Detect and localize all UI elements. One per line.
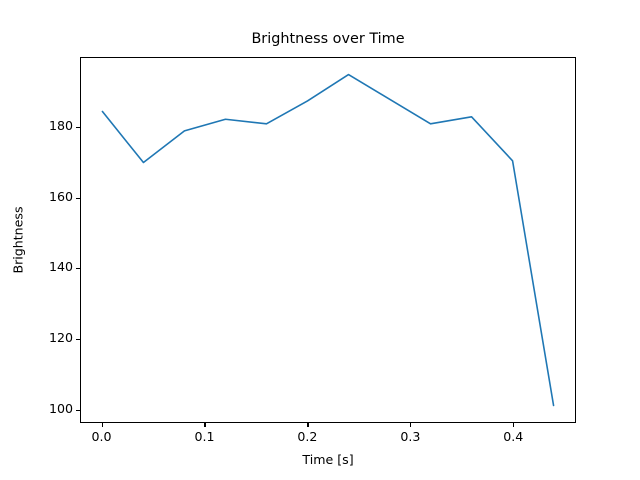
x-axis-label: Time [s]	[302, 452, 354, 467]
y-tick-label: 180	[48, 117, 73, 133]
plot-area	[80, 57, 576, 423]
line-series-brightness	[101, 73, 555, 407]
y-axis-label: Brightness	[10, 206, 26, 274]
y-tick-mark	[76, 197, 80, 199]
y-tick-label: 140	[48, 259, 73, 275]
x-tick-mark	[307, 423, 309, 427]
x-tick-mark	[101, 423, 103, 427]
y-tick-label: 100	[48, 400, 73, 416]
x-tick-label: 0.2	[297, 429, 318, 444]
y-tick-mark	[76, 409, 80, 411]
y-tick-label: 120	[48, 330, 73, 346]
y-tick-label: 160	[48, 188, 73, 204]
x-tick-mark	[410, 423, 412, 427]
x-tick-mark	[204, 423, 206, 427]
line-series-svg	[101, 73, 555, 407]
y-tick-mark	[76, 126, 80, 128]
y-tick-mark	[76, 268, 80, 270]
x-tick-mark	[513, 423, 515, 427]
x-tick-label: 0.0	[91, 429, 112, 444]
x-tick-label: 0.1	[194, 429, 215, 444]
y-tick-mark	[76, 339, 80, 341]
chart-title: Brightness over Time	[251, 31, 405, 47]
x-tick-label: 0.4	[503, 429, 524, 444]
x-tick-label: 0.3	[400, 429, 421, 444]
